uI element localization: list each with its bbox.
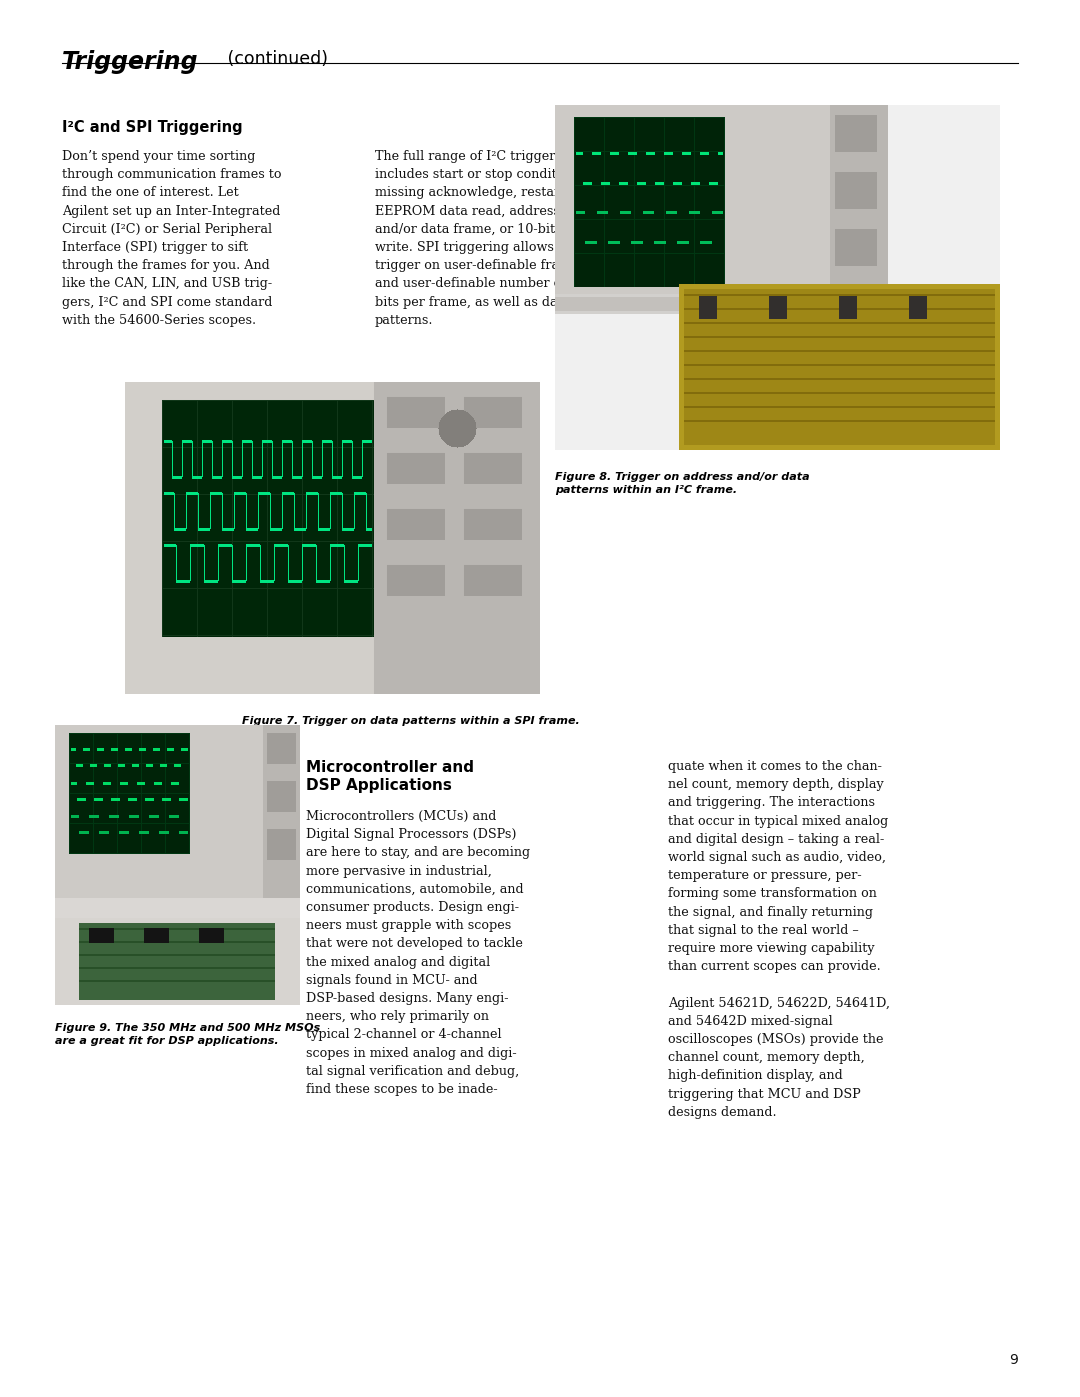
Text: Figure 9. The 350 MHz and 500 MHz MSOs
are a great fit for DSP applications.: Figure 9. The 350 MHz and 500 MHz MSOs a… [55, 1023, 321, 1046]
Text: Triggering: Triggering [62, 50, 199, 74]
Text: 9: 9 [1009, 1354, 1018, 1368]
Text: The full range of I²C triggering
includes start or stop condition,
missing ackno: The full range of I²C triggering include… [375, 149, 592, 327]
Text: Figure 8. Trigger on address and/or data
patterns within an I²C frame.: Figure 8. Trigger on address and/or data… [555, 472, 810, 495]
Text: Figure 7. Trigger on data patterns within a SPI frame.: Figure 7. Trigger on data patterns withi… [242, 717, 579, 726]
Text: Microcontrollers (MCUs) and
Digital Signal Processors (DSPs)
are here to stay, a: Microcontrollers (MCUs) and Digital Sign… [306, 810, 530, 1097]
Text: Don’t spend your time sorting
through communication frames to
find the one of in: Don’t spend your time sorting through co… [62, 149, 282, 327]
Text: quate when it comes to the chan-
nel count, memory depth, display
and triggering: quate when it comes to the chan- nel cou… [669, 760, 890, 1119]
Text: (continued): (continued) [222, 50, 328, 68]
Text: I²C and SPI Triggering: I²C and SPI Triggering [62, 120, 243, 136]
Text: Microcontroller and
DSP Applications: Microcontroller and DSP Applications [306, 760, 474, 793]
